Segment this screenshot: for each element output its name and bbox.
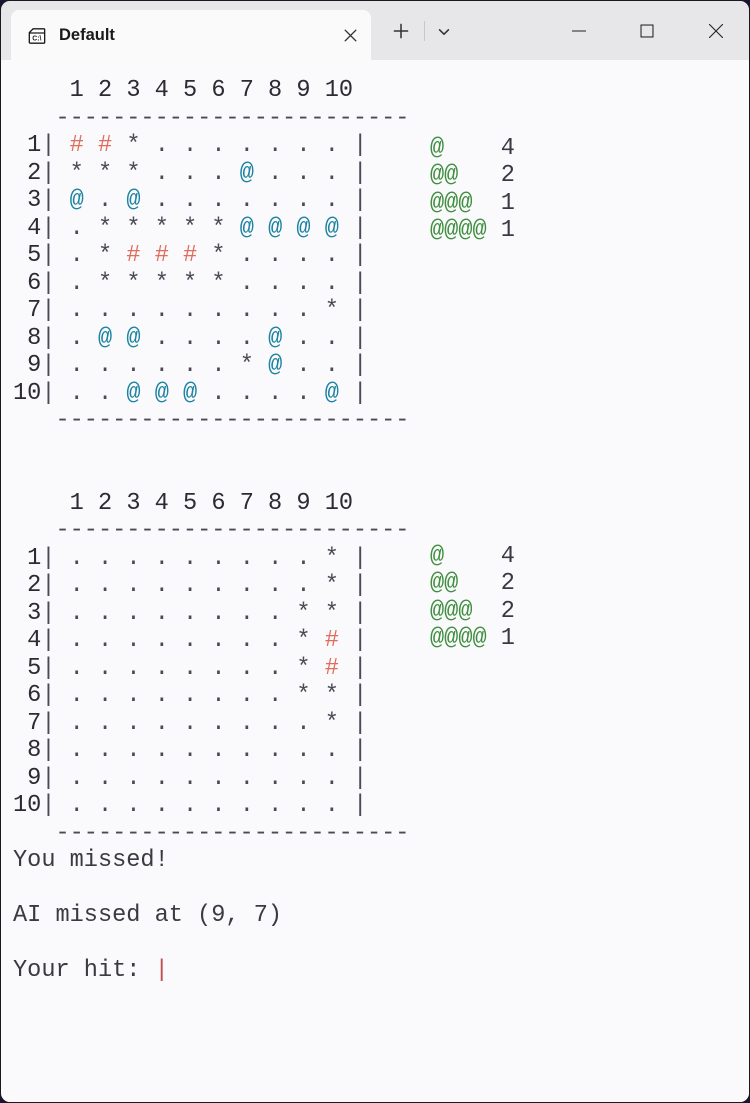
svg-text:C:\: C:\ xyxy=(32,35,41,42)
